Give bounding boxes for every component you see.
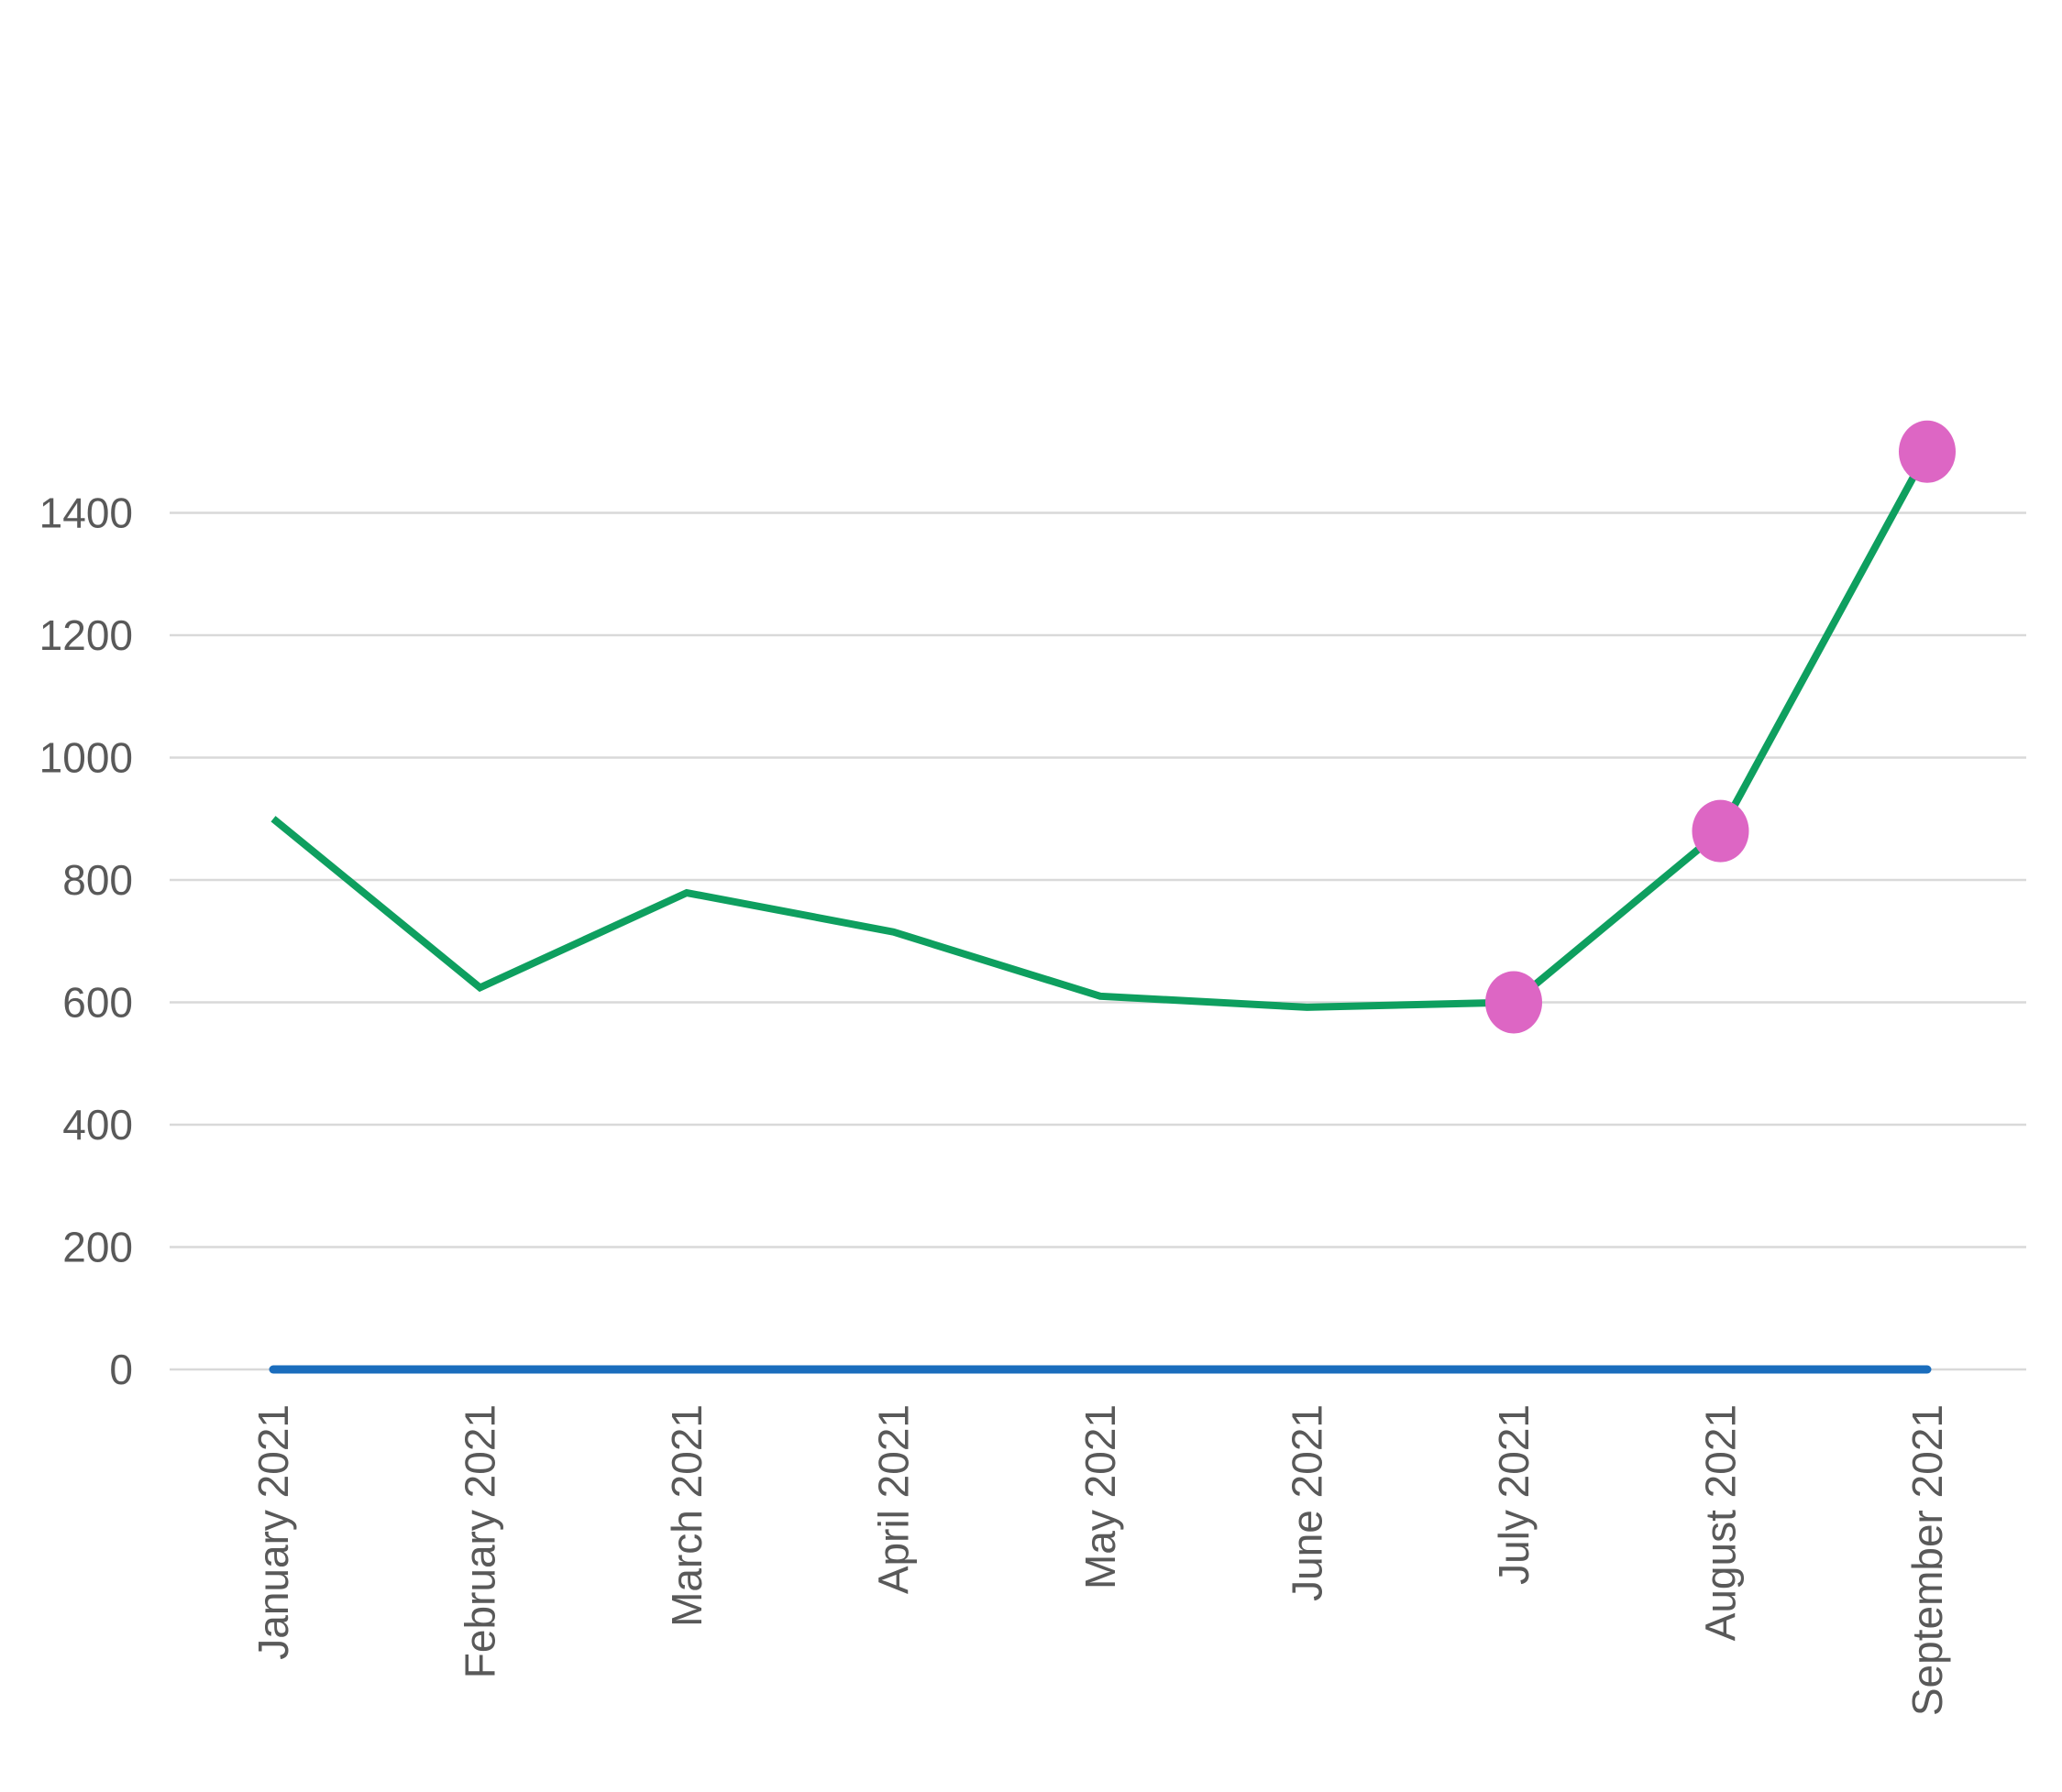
- x-tick-label: September 2021: [1903, 1404, 1951, 1716]
- x-tick-label: May 2021: [1076, 1404, 1124, 1589]
- y-tick-label: 600: [62, 979, 133, 1027]
- x-tick-label: February 2021: [457, 1404, 504, 1678]
- highlight-markers: [1485, 420, 1956, 1034]
- y-tick-label: 1200: [39, 611, 133, 659]
- x-tick-label: April 2021: [870, 1404, 918, 1594]
- y-tick-label: 1400: [39, 489, 133, 537]
- x-axis-tick-labels: January 2021 February 2021 March 2021 April…: [249, 1404, 1951, 1716]
- y-tick-label: 400: [62, 1101, 133, 1149]
- data-point-marker: [1899, 420, 1956, 483]
- x-tick-label: August 2021: [1697, 1404, 1745, 1641]
- x-tick-label: July 2021: [1490, 1404, 1538, 1585]
- y-tick-label: 200: [62, 1224, 133, 1271]
- gridlines: [170, 511, 2026, 1371]
- series-lines: [269, 449, 1932, 1374]
- y-tick-label: 800: [62, 856, 133, 904]
- data-point-marker: [1692, 799, 1749, 863]
- y-axis-tick-labels: 0 200 400 600 800 1000 1200 1400: [39, 489, 133, 1394]
- x-tick-label: January 2021: [249, 1404, 297, 1660]
- x-tick-label: March 2021: [663, 1404, 711, 1627]
- x-tick-label: June 2021: [1284, 1404, 1331, 1601]
- series-line-0: [270, 449, 1931, 1011]
- data-point-marker: [1485, 971, 1542, 1034]
- y-tick-label: 1000: [39, 734, 133, 782]
- y-tick-label: 0: [109, 1346, 133, 1393]
